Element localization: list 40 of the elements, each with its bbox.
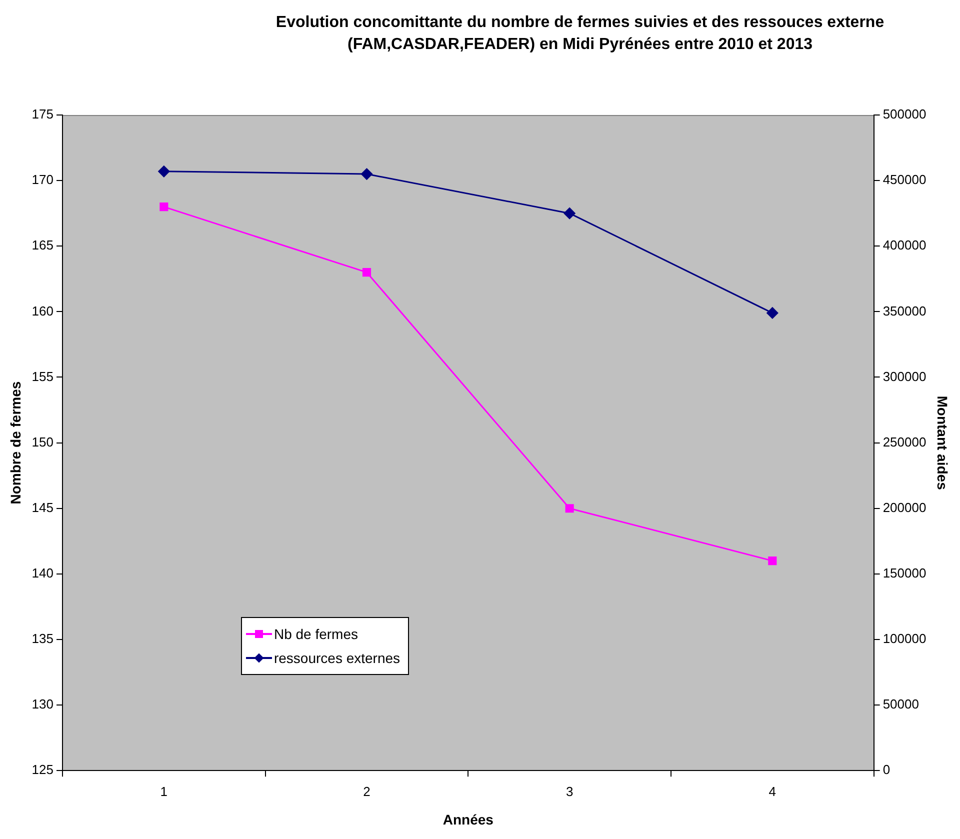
point — [564, 208, 576, 220]
y2-tick-label: 200000 — [882, 500, 926, 515]
y2-tick-label: 500000 — [882, 106, 926, 122]
legend-label: ressources externes — [274, 650, 400, 666]
y-tick-label: 145 — [32, 500, 54, 515]
y-tick-label: 125 — [32, 762, 54, 778]
y-tick-label: 130 — [32, 696, 54, 712]
y2-tick-label: 400000 — [882, 238, 926, 253]
y2-tick-label: 450000 — [882, 172, 926, 188]
x-tick-label: 3 — [566, 784, 574, 799]
point — [360, 168, 372, 180]
point — [160, 202, 168, 212]
point — [766, 307, 778, 319]
y2-tick-label: 150000 — [882, 566, 926, 580]
x-tick-label: 2 — [363, 784, 370, 799]
y2-tick-label: 50000 — [882, 696, 919, 712]
y2-tick-label: 100000 — [882, 631, 926, 646]
point — [565, 504, 574, 513]
y2-tick-label: 0 — [882, 762, 890, 778]
y-tick-label: 150 — [32, 434, 54, 450]
point — [158, 166, 170, 178]
y2-tick-label: 300000 — [882, 368, 926, 384]
y-axis-title: Nombre de fermes — [7, 381, 24, 504]
y-tick-label: 155 — [32, 368, 54, 384]
y-tick-label: 135 — [32, 631, 54, 646]
x-tick-label: 4 — [768, 784, 776, 799]
point — [768, 556, 777, 566]
y-tick-label: 165 — [32, 238, 54, 253]
point — [362, 268, 372, 277]
chart-title: Evolution concomittante du nombre de fermes suivies et des ressouces externe (FAM,CASDAR,FEADER) en Midi Pyrénées entre 2010 et 2013 — [274, 13, 886, 55]
y2-tick-label: 250000 — [882, 434, 926, 450]
y-tick-label: 175 — [32, 106, 54, 122]
y-tick-label: 140 — [32, 566, 54, 580]
legend-label: Nb de fermes — [274, 626, 358, 642]
y-tick-label: 170 — [32, 172, 54, 188]
x-tick-label: 1 — [160, 784, 168, 799]
y2-axis-title: Montant aides — [934, 396, 951, 490]
y-tick-label: 160 — [32, 303, 54, 318]
x-axis-title: Années — [442, 811, 494, 828]
y2-tick-label: 350000 — [882, 303, 926, 318]
